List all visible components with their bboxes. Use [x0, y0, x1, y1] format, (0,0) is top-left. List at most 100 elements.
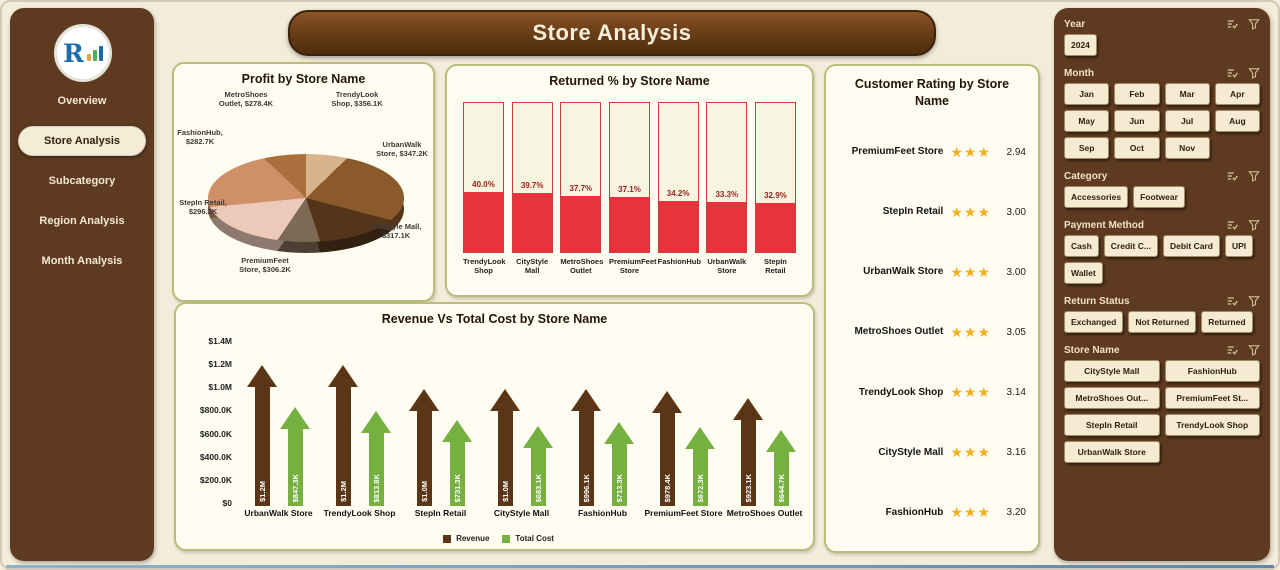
returned-bar[interactable]: 32.9%: [754, 102, 796, 253]
filter-funnel-icon[interactable]: [1248, 67, 1260, 79]
rating-row-citystyle-mall[interactable]: CityStyle Mall ★★★ 3.16: [836, 444, 1026, 461]
filter-option-sep[interactable]: Sep: [1064, 137, 1110, 159]
multi-select-icon[interactable]: [1226, 219, 1238, 231]
filter-option-urbanwalk-store[interactable]: UrbanWalk Store: [1064, 441, 1160, 463]
filter-option-jun[interactable]: Jun: [1114, 110, 1160, 132]
revenue-arrow[interactable]: $923.1K: [733, 398, 763, 506]
filter-option-exchanged[interactable]: Exchanged: [1064, 311, 1124, 333]
revenue-arrow[interactable]: $1.2M: [328, 365, 358, 506]
multi-select-icon[interactable]: [1226, 170, 1238, 182]
filter-option-debit-card[interactable]: Debit Card: [1162, 235, 1220, 257]
filter-option-cash[interactable]: Cash: [1064, 235, 1099, 257]
rating-row-trendylook-shop[interactable]: TrendyLook Shop ★★★ 3.14: [836, 384, 1026, 401]
returned-bar[interactable]: 37.1%: [608, 102, 650, 253]
filter-option-jan[interactable]: Jan: [1064, 83, 1110, 105]
store-axis-label: StepIn Retail: [414, 508, 467, 518]
rating-stars-icon: ★★★: [950, 323, 991, 340]
filter-option-oct[interactable]: Oct: [1114, 137, 1160, 159]
rating-value: 3.00: [1006, 266, 1026, 278]
filter-option-aug[interactable]: Aug: [1214, 110, 1260, 132]
filter-option-citystyle-mall[interactable]: CityStyle Mall: [1064, 360, 1160, 382]
total-cost-arrow[interactable]: $683.1K: [523, 426, 553, 506]
filter-section-header: Payment Method: [1064, 219, 1260, 231]
filter-option-metroshoes-out[interactable]: MetroShoes Out...: [1064, 387, 1160, 409]
returned-bar[interactable]: 37.7%: [560, 102, 602, 253]
total-cost-arrow[interactable]: $813.8K: [361, 411, 391, 506]
filter-option-2024[interactable]: 2024: [1064, 34, 1097, 56]
multi-select-icon[interactable]: [1226, 18, 1238, 30]
filter-funnel-icon[interactable]: [1248, 219, 1260, 231]
arrow-shaft: $1.2M: [254, 387, 270, 506]
returned-bar-fill: [561, 195, 601, 252]
revenue-arrow[interactable]: $996.1K: [571, 389, 601, 506]
filter-option-apr[interactable]: Apr: [1214, 83, 1260, 105]
returned-column-premiumfeet-store: 37.1% PremiumFeet Store: [608, 102, 657, 287]
returned-bar-fill: [755, 202, 795, 252]
arrow-value-label: $847.3K: [290, 473, 300, 502]
filter-funnel-icon[interactable]: [1248, 170, 1260, 182]
sidebar-item-month-analysis[interactable]: Month Analysis: [41, 255, 123, 267]
returned-bar[interactable]: 39.7%: [511, 102, 553, 253]
rating-stars-icon: ★★★: [950, 384, 991, 401]
filter-option-credit-c[interactable]: Credit C...: [1103, 235, 1158, 257]
rating-rows: PremiumFeet Store ★★★ 2.94 StepIn Retail ★★★…: [836, 122, 1026, 543]
total-cost-arrow[interactable]: $847.3K: [280, 407, 310, 506]
filter-options: Jan Feb Mar Apr May Jun Jul Aug Sep Oct Nov: [1064, 83, 1260, 159]
revenue-arrow[interactable]: $1.0M: [490, 389, 520, 506]
returned-column-trendylook-shop: 40.0% TrendyLook Shop: [463, 102, 506, 287]
total-cost-arrow[interactable]: $672.3K: [685, 427, 715, 506]
arrow-pair: $1.2M $847.3K: [247, 342, 310, 506]
filter-option-premiumfeet-st[interactable]: PremiumFeet St...: [1164, 387, 1260, 409]
filter-option-footwear[interactable]: Footwear: [1133, 186, 1185, 208]
total-cost-arrow[interactable]: $644.7K: [766, 430, 796, 506]
filter-option-not-returned[interactable]: Not Returned: [1128, 311, 1197, 333]
sidebar-item-overview[interactable]: Overview: [57, 95, 107, 107]
sidebar-item-store-analysis[interactable]: Store Analysis: [18, 126, 146, 156]
profit-pie-chart[interactable]: [208, 154, 404, 242]
filter-section-label: Payment Method: [1064, 219, 1145, 231]
rating-row-stepin-retail[interactable]: StepIn Retail ★★★ 3.00: [836, 204, 1026, 221]
total-cost-arrow[interactable]: $713.3K: [604, 422, 634, 506]
returned-bar-value: 37.1%: [618, 184, 641, 194]
filter-option-stepin-retail[interactable]: StepIn Retail: [1064, 414, 1160, 436]
filter-option-feb[interactable]: Feb: [1114, 83, 1160, 105]
multi-select-icon[interactable]: [1226, 295, 1238, 307]
rating-row-urbanwalk-store[interactable]: UrbanWalk Store ★★★ 3.00: [836, 264, 1026, 281]
revenue-arrow[interactable]: $1.2M: [247, 365, 277, 506]
sidebar-item-subcategory[interactable]: Subcategory: [48, 175, 116, 187]
arrow-pair: $1.0M $683.1K: [490, 342, 553, 506]
pie-slice-label-urbanwalk-store: UrbanWalk Store, $347.2K: [376, 140, 428, 159]
store-axis-label: MetroShoes Outlet: [726, 508, 803, 518]
filter-option-accessories[interactable]: Accessories: [1064, 186, 1129, 208]
filter-option-fashionhub[interactable]: FashionHub: [1164, 360, 1260, 382]
returned-bar[interactable]: 33.3%: [706, 102, 748, 253]
filter-funnel-icon[interactable]: [1248, 344, 1260, 356]
filter-option-returned[interactable]: Returned: [1201, 311, 1253, 333]
filter-option-upi[interactable]: UPI: [1224, 235, 1254, 257]
filter-option-wallet[interactable]: Wallet: [1064, 262, 1103, 284]
store-axis-label: PremiumFeet Store: [644, 508, 723, 518]
rating-row-fashionhub[interactable]: FashionHub ★★★ 3.20: [836, 504, 1026, 521]
multi-select-icon[interactable]: [1226, 344, 1238, 356]
sidebar-item-region-analysis[interactable]: Region Analysis: [39, 215, 125, 227]
returned-bar[interactable]: 34.2%: [657, 102, 699, 253]
multi-select-icon[interactable]: [1226, 67, 1238, 79]
rating-row-premiumfeet-store[interactable]: PremiumFeet Store ★★★ 2.94: [836, 144, 1026, 161]
revenue-arrow[interactable]: $1.0M: [409, 389, 439, 506]
rating-row-metroshoes-outlet[interactable]: MetroShoes Outlet ★★★ 3.05: [836, 324, 1026, 341]
arrow-shaft: $978.4K: [659, 413, 675, 506]
returned-column-urbanwalk-store: 33.3% UrbanWalk Store: [706, 102, 748, 287]
filter-option-may[interactable]: May: [1064, 110, 1110, 132]
returned-bar[interactable]: 40.0%: [463, 102, 504, 253]
legend-swatch-cost: [502, 534, 511, 543]
filter-option-nov[interactable]: Nov: [1164, 137, 1210, 159]
filter-section-icons: [1226, 170, 1260, 182]
filter-option-mar[interactable]: Mar: [1164, 83, 1210, 105]
revenue-arrow[interactable]: $978.4K: [652, 391, 682, 506]
filter-option-jul[interactable]: Jul: [1164, 110, 1210, 132]
total-cost-arrow[interactable]: $731.3K: [442, 420, 472, 506]
bottom-edge: [6, 565, 1274, 568]
filter-option-trendylook-shop[interactable]: TrendyLook Shop: [1164, 414, 1260, 436]
filter-funnel-icon[interactable]: [1248, 18, 1260, 30]
filter-funnel-icon[interactable]: [1248, 295, 1260, 307]
